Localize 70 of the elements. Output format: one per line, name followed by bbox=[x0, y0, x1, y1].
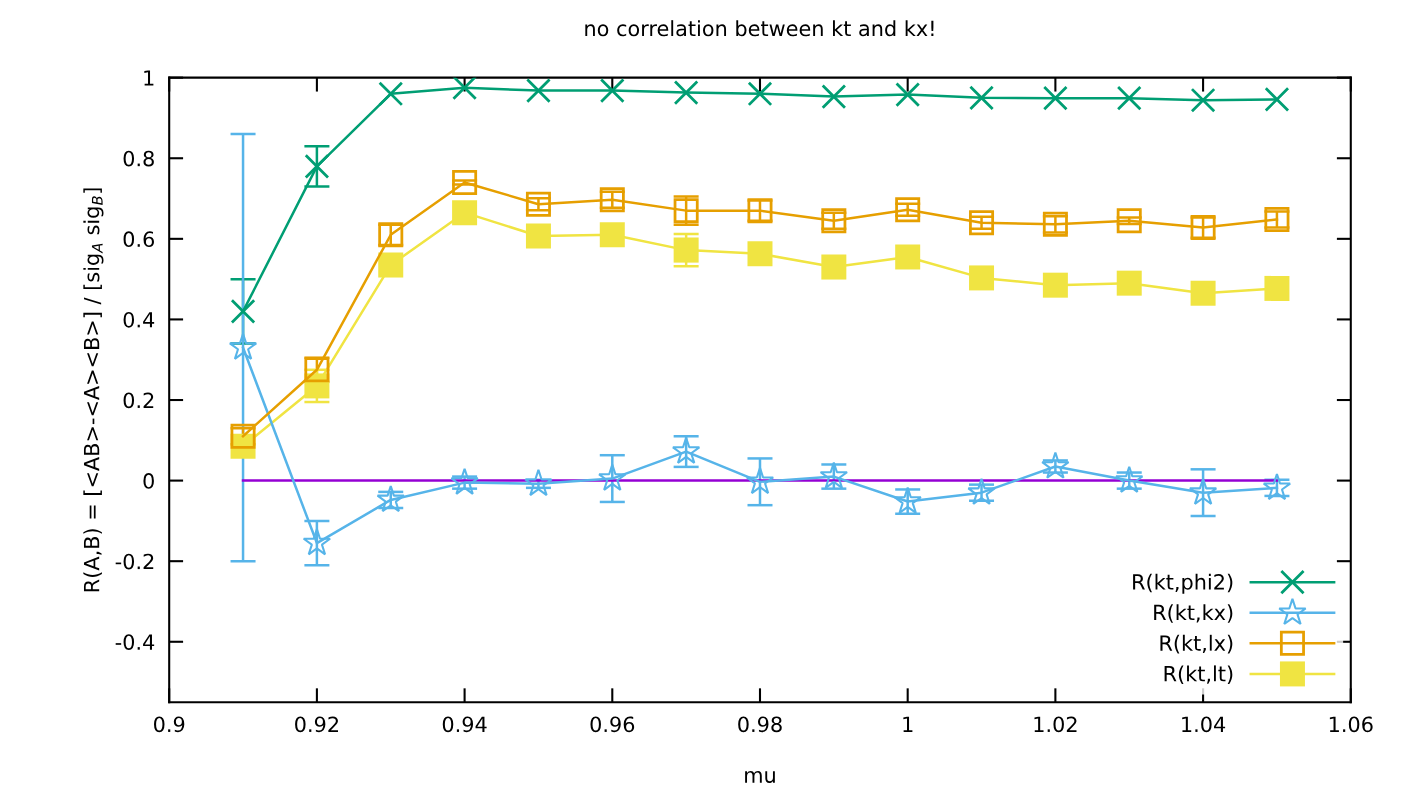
x-tick-label: 1 bbox=[903, 716, 913, 732]
point bbox=[525, 191, 551, 217]
point bbox=[1264, 275, 1290, 301]
point bbox=[969, 265, 995, 291]
x-tick-label: 0.96 bbox=[590, 716, 635, 733]
point bbox=[895, 244, 921, 270]
point bbox=[895, 197, 921, 223]
point bbox=[1116, 85, 1142, 111]
point bbox=[452, 169, 478, 195]
point bbox=[304, 153, 330, 179]
legend-label: R(kt,lt) bbox=[1164, 665, 1233, 684]
legend-label: R(kt,kx) bbox=[1154, 604, 1233, 623]
point bbox=[969, 85, 995, 111]
x-tick-label: 0.94 bbox=[442, 716, 487, 733]
x-tick-label: 0.92 bbox=[295, 716, 338, 733]
point bbox=[673, 80, 699, 106]
point bbox=[1041, 451, 1070, 479]
y-tick-label: 0.8 bbox=[123, 150, 154, 167]
point bbox=[376, 485, 405, 513]
x-tick-label: 0.98 bbox=[738, 716, 782, 733]
point bbox=[524, 468, 553, 497]
point bbox=[378, 81, 404, 107]
point bbox=[1262, 472, 1292, 501]
point bbox=[821, 254, 847, 280]
y-tick-label: 0 bbox=[143, 473, 154, 489]
point bbox=[452, 77, 478, 101]
x-tick-label: 1.02 bbox=[1034, 716, 1077, 733]
point bbox=[1114, 465, 1144, 493]
point bbox=[821, 84, 847, 110]
point bbox=[302, 528, 332, 556]
x-tick-label: 1.04 bbox=[1182, 716, 1226, 733]
legend-label: R(kt,phi2) bbox=[1133, 573, 1233, 594]
point bbox=[1190, 280, 1216, 306]
chart-title: no correlation between kt and kx! bbox=[585, 20, 934, 37]
point bbox=[967, 477, 996, 505]
x-axis-title: mu bbox=[745, 770, 775, 783]
y-tick-label: 0.6 bbox=[123, 231, 154, 248]
point bbox=[745, 466, 775, 495]
point bbox=[230, 298, 256, 324]
y-tick-label: 0.4 bbox=[123, 311, 155, 328]
point bbox=[671, 436, 701, 464]
point bbox=[452, 200, 478, 226]
y-tick-label: 0.2 bbox=[123, 392, 154, 409]
point bbox=[599, 222, 625, 248]
point bbox=[1116, 208, 1142, 234]
point bbox=[450, 467, 479, 495]
x-tick-label: 0.9 bbox=[154, 716, 185, 733]
point bbox=[525, 78, 551, 104]
point bbox=[525, 223, 551, 249]
point bbox=[598, 463, 627, 491]
point bbox=[1188, 477, 1218, 505]
point bbox=[1190, 87, 1216, 113]
point bbox=[228, 332, 258, 360]
point bbox=[1264, 86, 1290, 112]
point bbox=[1042, 85, 1068, 111]
point bbox=[747, 81, 773, 107]
point bbox=[1042, 272, 1068, 298]
y-tick-label: 1 bbox=[144, 70, 154, 86]
point bbox=[747, 241, 773, 267]
point bbox=[378, 252, 404, 278]
point bbox=[1116, 270, 1142, 296]
y-tick-label: -0.4 bbox=[115, 634, 155, 650]
y-tick-label: -0.2 bbox=[115, 553, 154, 570]
point bbox=[599, 78, 625, 104]
point bbox=[969, 210, 995, 236]
point bbox=[673, 237, 699, 263]
point bbox=[895, 82, 921, 108]
y-axis-title: R(A,B) = [<AB>-<A><B>] / [sig$_{A}$ sig$_{B}$] bbox=[83, 188, 104, 592]
x-tick-label: 1.06 bbox=[1329, 716, 1373, 733]
legend-label: R(kt,lx) bbox=[1160, 634, 1233, 654]
